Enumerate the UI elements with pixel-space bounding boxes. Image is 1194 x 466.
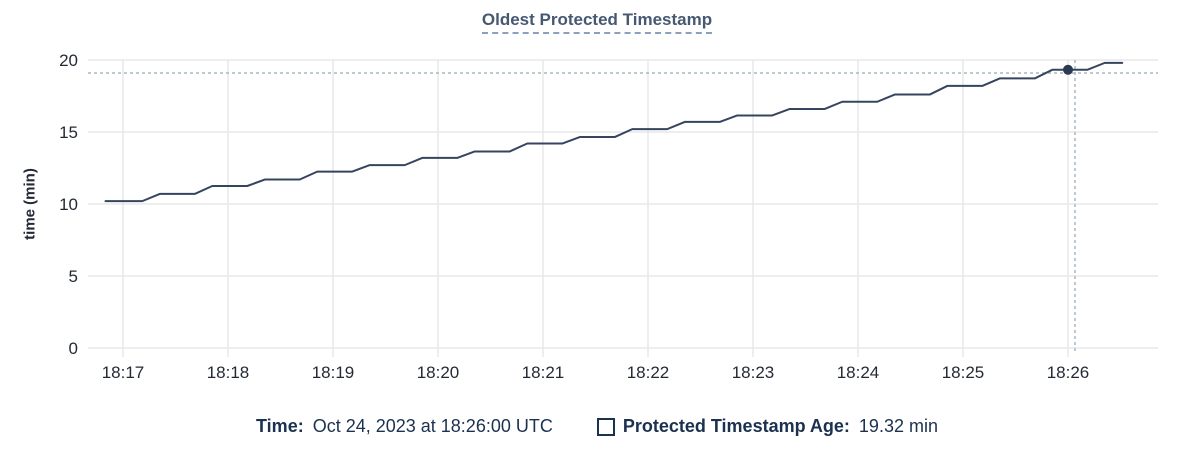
tooltip-time-value: Oct 24, 2023 at 18:26:00 UTC <box>312 416 553 436</box>
x-tick-label: 18:23 <box>732 363 775 382</box>
y-tick-label: 5 <box>69 267 78 286</box>
x-tick-label: 18:25 <box>942 363 985 382</box>
series-swatch[interactable] <box>596 417 615 436</box>
crosshair <box>88 60 1158 352</box>
y-tick-label: 0 <box>69 339 78 358</box>
tooltip-series: Protected Timestamp Age: 19.32 min <box>596 416 938 437</box>
chart-header: Oldest Protected Timestamp <box>0 10 1194 34</box>
gridlines <box>88 59 1158 357</box>
axis-tick-labels: 0 5 10 15 20 18:17 18:18 18:19 18:20 18:21 18:22 18… <box>59 51 1089 382</box>
x-tick-label: 18:20 <box>417 363 460 382</box>
x-tick-label: 18:26 <box>1047 363 1090 382</box>
series-polyline <box>104 61 1124 203</box>
x-tick-label: 18:18 <box>207 363 250 382</box>
tooltip-time: Time: Oct 24, 2023 at 18:26:00 UTC <box>256 416 553 437</box>
y-tick-label: 20 <box>59 51 78 70</box>
y-axis-label: time (min) <box>21 168 39 240</box>
tooltip-time-label: Time: <box>256 416 304 436</box>
x-tick-label: 18:17 <box>102 363 145 382</box>
y-tick-label: 15 <box>59 123 78 142</box>
x-tick-label: 18:24 <box>837 363 880 382</box>
tooltip-legend: Time: Oct 24, 2023 at 18:26:00 UTC Prote… <box>0 416 1194 437</box>
y-tick-label: 10 <box>59 195 78 214</box>
timeseries-chart[interactable]: 0 5 10 15 20 18:17 18:18 18:19 18:20 18:21 18:22 18… <box>0 0 1194 400</box>
tooltip-series-value: 19.32 min <box>858 416 938 436</box>
series-line <box>104 61 1124 203</box>
tooltip-series-label: Protected Timestamp Age: <box>622 416 850 436</box>
hovered-data-point[interactable] <box>1063 64 1073 75</box>
x-tick-label: 18:19 <box>312 363 355 382</box>
x-tick-label: 18:22 <box>627 363 670 382</box>
x-tick-label: 18:21 <box>522 363 565 382</box>
chart-title[interactable]: Oldest Protected Timestamp <box>481 10 713 34</box>
